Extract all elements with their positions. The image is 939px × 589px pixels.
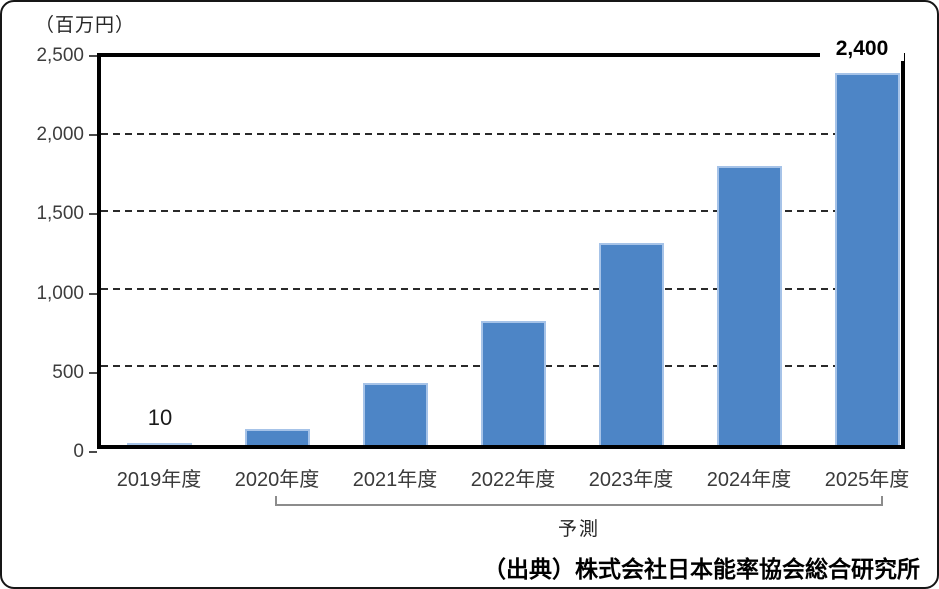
y-axis-tick-label: 0 xyxy=(73,441,84,462)
y-axis-tick-label: 2,500 xyxy=(36,45,84,66)
y-axis-tick xyxy=(89,55,97,57)
source-caption: （出典）株式会社日本能率協会総合研究所 xyxy=(483,556,920,582)
x-axis-label: 2022年度 xyxy=(470,469,556,491)
bar-2019 xyxy=(126,443,192,445)
y-axis-tick-label: 500 xyxy=(52,361,84,383)
y-axis-tick xyxy=(89,371,97,374)
y-axis-tick-label: 1,500 xyxy=(36,203,84,225)
bar-2021 xyxy=(362,382,428,445)
first-bar-value-label: 10 xyxy=(147,405,173,430)
y-axis-tick-label: 2,000 xyxy=(36,124,84,146)
last-bar-value-label: 2,400 xyxy=(820,37,904,61)
plot-area xyxy=(97,53,905,449)
y-axis-unit-label: （百万円） xyxy=(35,15,136,36)
gridline-2000 xyxy=(101,132,901,135)
x-axis-label: 2019年度 xyxy=(116,469,202,491)
x-axis-label: 2020年度 xyxy=(234,469,320,491)
bar-2024 xyxy=(716,165,782,445)
gridline-1500 xyxy=(101,210,901,213)
x-axis-label: 2025年度 xyxy=(824,469,910,491)
bar-2020 xyxy=(244,429,310,445)
y-axis-tick xyxy=(89,213,97,216)
gridline-1000 xyxy=(101,287,901,290)
bar-2025 xyxy=(834,72,900,445)
y-axis-tick xyxy=(89,451,97,453)
x-axis-label: 2024年度 xyxy=(706,469,792,491)
bar-2022 xyxy=(480,320,546,445)
y-axis-tick-label: 1,000 xyxy=(36,282,84,304)
bar-2023 xyxy=(598,243,664,445)
x-axis-label: 2021年度 xyxy=(352,469,438,491)
forecast-bracket xyxy=(275,496,883,506)
y-axis-tick xyxy=(89,134,97,137)
forecast-label: 予測 xyxy=(557,519,600,540)
y-axis-tick xyxy=(89,292,97,295)
x-axis-label: 2023年度 xyxy=(588,469,674,491)
